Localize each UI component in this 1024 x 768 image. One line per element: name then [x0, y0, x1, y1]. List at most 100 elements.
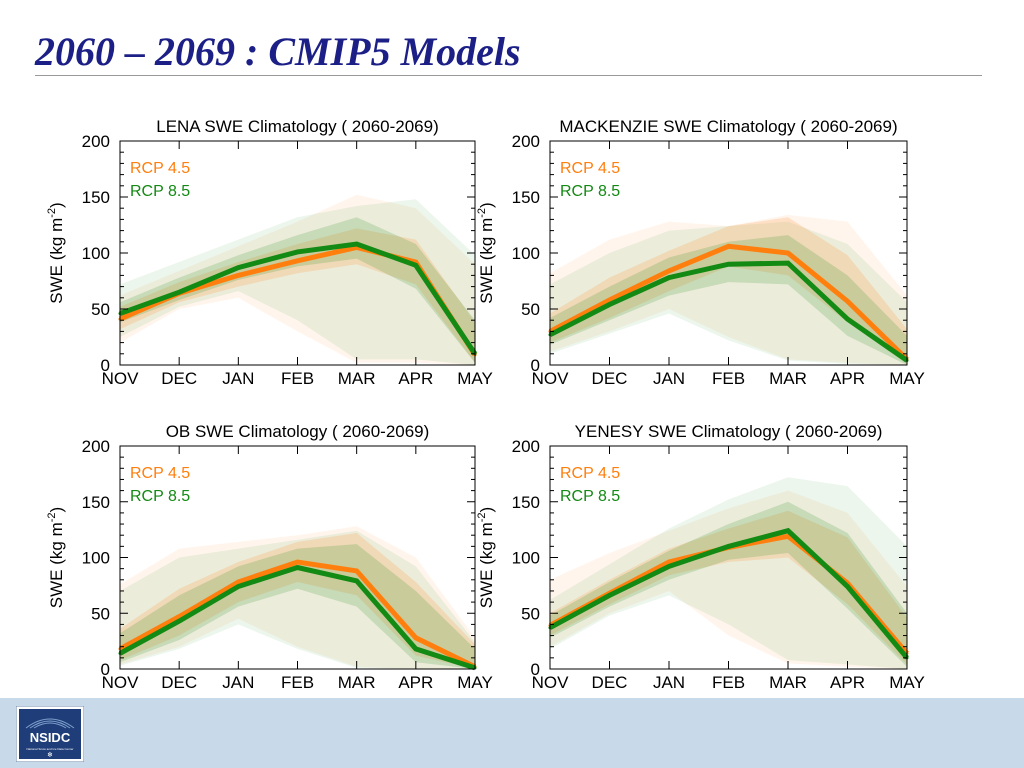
- title-divider: [35, 75, 982, 76]
- x-tick-label: FEB: [281, 673, 314, 692]
- y-axis-label: SWE (kg m-2): [46, 202, 66, 303]
- data-point: [296, 560, 299, 564]
- data-point: [846, 585, 849, 588]
- nsidc-logo: NSIDC National Snow and Ice Data Center …: [16, 706, 84, 762]
- band-inner-2: [550, 235, 907, 365]
- data-point: [667, 269, 671, 273]
- y-tick-label: 100: [512, 244, 540, 263]
- x-tick-label: MAY: [457, 369, 493, 388]
- y-tick-label: 150: [512, 493, 540, 512]
- x-tick-label: MAY: [889, 369, 925, 388]
- band-outer-2: [120, 199, 475, 365]
- y-tick-label: 0: [531, 356, 540, 375]
- data-point: [727, 262, 730, 266]
- x-tick-label: NOV: [102, 369, 140, 388]
- data-point: [727, 244, 730, 248]
- band-outer-1: [120, 194, 475, 365]
- y-tick-label: 150: [82, 493, 110, 512]
- data-point: [846, 299, 849, 303]
- band-inner-1: [550, 217, 907, 364]
- x-tick-label: MAY: [889, 673, 925, 692]
- legend-entry-1: RCP 4.5: [560, 465, 620, 482]
- chart-panel-3: 0 50 100 150 200 NOV DEC JAN FEB MAR APR MAY OB SWE …: [46, 422, 493, 692]
- data-point: [177, 290, 181, 294]
- data-point: [667, 560, 671, 564]
- data-point: [786, 251, 790, 255]
- y-tick-label: 50: [91, 604, 110, 623]
- x-tick-label: MAR: [769, 673, 807, 692]
- data-point: [414, 647, 418, 651]
- x-tick-label: JAN: [653, 673, 685, 692]
- y-axis-label: SWE (kg m-2): [46, 507, 66, 608]
- y-tick-label: 100: [82, 549, 110, 568]
- chart-title: LENA SWE Climatology ( 2060-2069): [156, 117, 439, 136]
- data-point: [667, 276, 671, 280]
- snowflake-icon: ❄: [47, 751, 53, 759]
- x-tick-label: NOV: [102, 673, 140, 692]
- y-tick-label: 50: [521, 300, 540, 319]
- footer-bar: [0, 698, 1024, 768]
- x-tick-label: APR: [398, 369, 433, 388]
- chart-title: YENESY SWE Climatology ( 2060-2069): [575, 422, 883, 441]
- band-outer-2: [550, 221, 907, 365]
- y-tick-label: 50: [521, 604, 540, 623]
- legend-entry-2: RCP 8.5: [130, 488, 190, 505]
- y-tick-label: 200: [82, 437, 110, 456]
- x-tick-label: NOV: [532, 673, 570, 692]
- data-point: [786, 529, 790, 533]
- x-tick-label: FEB: [712, 369, 745, 388]
- band-inner-1: [120, 533, 475, 669]
- band-outer-2: [120, 530, 475, 669]
- data-point: [236, 266, 240, 270]
- data-point: [608, 593, 611, 597]
- chart-panel-1: 0 50 100 150 200 NOV DEC JAN FEB MAR APR MAY LENA SW…: [46, 117, 493, 388]
- logo-text: NSIDC: [30, 730, 71, 745]
- data-point: [236, 580, 240, 584]
- data-point: [236, 585, 240, 588]
- x-tick-label: JAN: [222, 369, 254, 388]
- legend-entry-1: RCP 4.5: [130, 465, 190, 482]
- data-point: [786, 261, 790, 265]
- data-point: [296, 259, 299, 263]
- band-outer-2: [550, 477, 907, 669]
- band-inner-1: [120, 228, 475, 363]
- x-tick-label: JAN: [222, 673, 254, 692]
- band-outer-1: [120, 526, 475, 669]
- chart-panel-4: 0 50 100 150 200 NOV DEC JAN FEB MAR APR MAY YENESY …: [476, 422, 925, 692]
- legend-entry-2: RCP 8.5: [560, 488, 620, 505]
- data-point: [236, 273, 240, 277]
- chart-title: OB SWE Climatology ( 2060-2069): [166, 422, 430, 441]
- data-point: [296, 566, 299, 569]
- x-tick-label: MAR: [338, 673, 376, 692]
- data-point: [177, 619, 181, 623]
- y-tick-label: 0: [101, 356, 110, 375]
- y-tick-label: 0: [101, 660, 110, 679]
- data-point: [414, 263, 418, 267]
- band-inner-2: [120, 544, 475, 669]
- legend-entry-2: RCP 8.5: [560, 183, 620, 200]
- x-tick-label: DEC: [161, 673, 197, 692]
- y-tick-label: 200: [82, 132, 110, 151]
- data-point: [414, 636, 418, 640]
- legend-entry-1: RCP 4.5: [560, 160, 620, 177]
- x-tick-label: MAR: [338, 369, 376, 388]
- data-point: [608, 303, 611, 306]
- y-tick-label: 200: [512, 437, 540, 456]
- y-axis-label: SWE (kg m-2): [476, 507, 496, 608]
- band-inner-1: [550, 510, 907, 665]
- x-tick-label: MAY: [457, 673, 493, 692]
- x-tick-label: APR: [830, 673, 865, 692]
- y-tick-label: 50: [91, 300, 110, 319]
- data-point: [727, 544, 730, 548]
- y-tick-label: 0: [531, 660, 540, 679]
- x-tick-label: DEC: [161, 369, 197, 388]
- slide-title: 2060 – 2069 : CMIP5 Models: [35, 29, 521, 74]
- x-tick-label: DEC: [592, 369, 628, 388]
- y-tick-label: 100: [82, 244, 110, 263]
- legend-entry-1: RCP 4.5: [130, 160, 190, 177]
- band-outer-1: [550, 490, 907, 669]
- x-tick-label: NOV: [532, 369, 570, 388]
- band-inner-2: [550, 501, 907, 667]
- y-tick-label: 100: [512, 549, 540, 568]
- x-tick-label: FEB: [712, 673, 745, 692]
